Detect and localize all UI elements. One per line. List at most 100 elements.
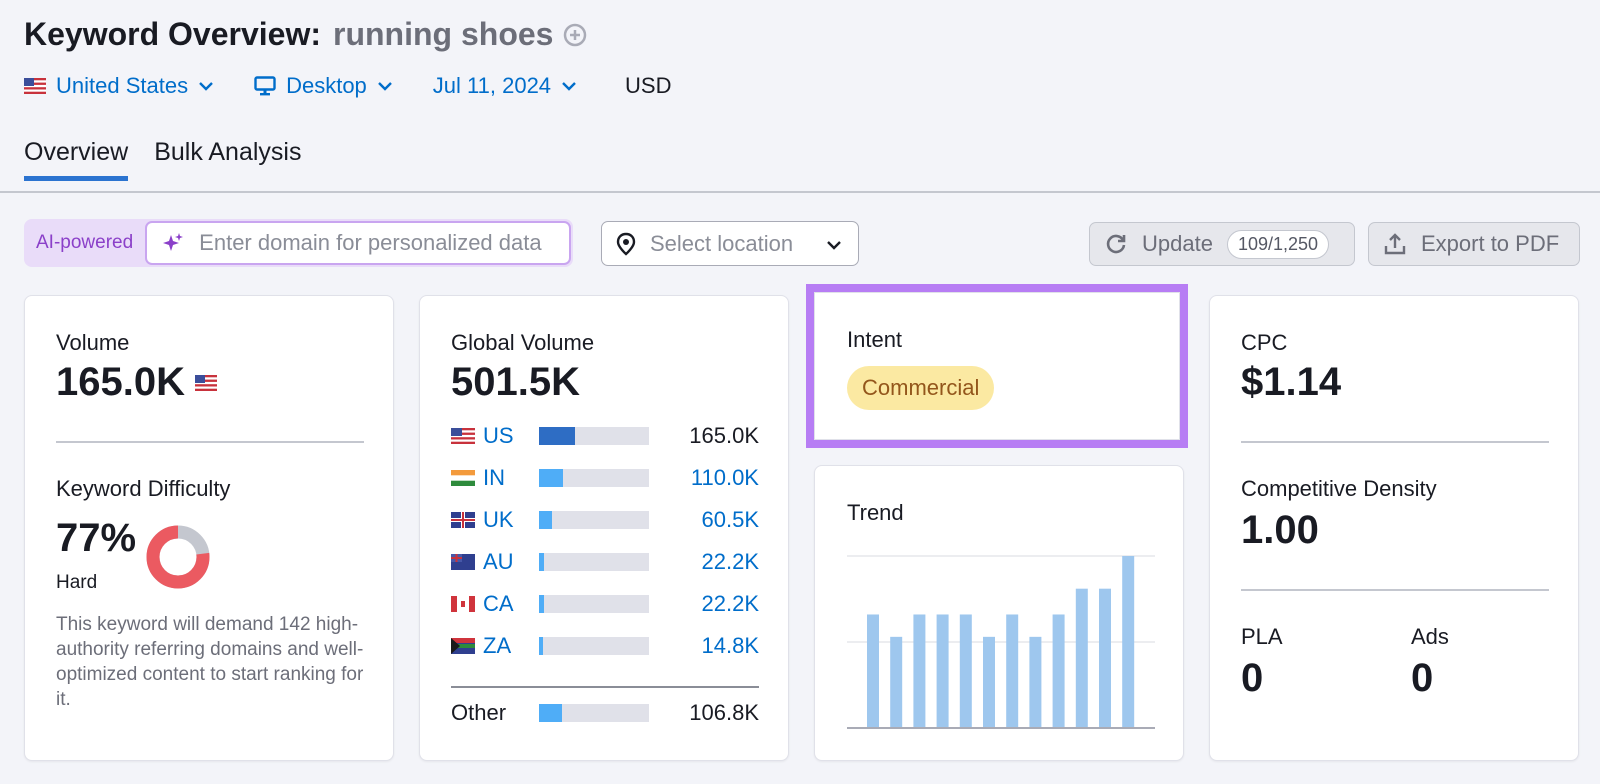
- kd-level: Hard: [56, 572, 98, 593]
- refresh-icon: [1106, 234, 1126, 254]
- location-placeholder: Select location: [650, 230, 794, 256]
- country-volume-value[interactable]: 22.2K: [701, 591, 760, 616]
- update-button[interactable]: Update 109/1,250: [1089, 222, 1355, 266]
- country-share-fill: [539, 553, 544, 571]
- trend-bar[interactable]: [983, 636, 995, 728]
- trend-label: Trend: [847, 500, 904, 525]
- trend-bar[interactable]: [867, 614, 879, 728]
- trend-bar[interactable]: [890, 636, 903, 728]
- chevron-down-icon: [827, 241, 841, 250]
- export-pdf-label: Export to PDF: [1421, 231, 1560, 256]
- country-volume-value[interactable]: 110.0K: [690, 465, 759, 490]
- trend-chart: [847, 555, 1155, 729]
- country-row-us[interactable]: US 165.0K: [451, 423, 759, 449]
- us-flag-icon: [24, 78, 46, 94]
- export-pdf-button[interactable]: Export to PDF: [1368, 222, 1580, 266]
- intent-card: Intent Commercial: [806, 284, 1188, 448]
- country-filter[interactable]: United States: [24, 73, 214, 99]
- date-filter-label: Jul 11, 2024: [432, 73, 552, 98]
- trend-bar[interactable]: [959, 614, 972, 728]
- tab-bar: Overview Bulk Analysis: [24, 138, 327, 181]
- country-row-ca[interactable]: CA 22.2K: [451, 591, 759, 617]
- currency-label: USD: [625, 73, 672, 98]
- chevron-down-icon: [199, 82, 213, 91]
- kd-donut-fill: [146, 525, 210, 589]
- country-share-fill: [539, 637, 543, 655]
- volume-card: Volume 165.0K Keyword Difficulty 77% Har…: [24, 295, 394, 761]
- upload-icon: [1384, 233, 1406, 255]
- country-share-bar: [539, 427, 649, 445]
- kd-description: This keyword will demand 142 high-author…: [56, 614, 364, 710]
- cpc-label: CPC: [1241, 330, 1288, 355]
- za-flag-icon: [451, 638, 475, 654]
- tab-bulk-analysis[interactable]: Bulk Analysis: [154, 138, 302, 166]
- country-filter-label: United States: [56, 73, 189, 98]
- pla-value: 0: [1241, 656, 1264, 700]
- domain-input[interactable]: Enter domain for personalized data: [145, 221, 572, 265]
- us-flag-icon: [194, 374, 217, 391]
- keyword-text: running shoes: [333, 16, 554, 52]
- trend-card: Trend: [814, 465, 1184, 761]
- update-count-badge: 109/1,250: [1226, 229, 1330, 259]
- country-row-uk[interactable]: UK 60.5K: [451, 507, 759, 533]
- country-volume-value[interactable]: 60.5K: [701, 507, 760, 532]
- divider: [451, 686, 759, 688]
- intent-badge[interactable]: Commercial: [847, 366, 995, 410]
- pla-label: PLA: [1241, 624, 1283, 649]
- ads-value: 0: [1411, 656, 1434, 700]
- country-code[interactable]: CA: [483, 591, 514, 616]
- chevron-down-icon: [377, 82, 392, 91]
- trend-bar[interactable]: [1075, 588, 1088, 728]
- country-volume-value[interactable]: 22.2K: [701, 549, 760, 574]
- country-row-au[interactable]: AU 22.2K: [451, 549, 759, 575]
- trend-bar[interactable]: [1029, 636, 1042, 728]
- update-button-label: Update: [1142, 231, 1213, 256]
- country-volume-value[interactable]: 14.8K: [701, 633, 760, 658]
- sparkle-icon: [163, 233, 184, 251]
- country-share-fill: [539, 595, 544, 613]
- date-filter[interactable]: Jul 11, 2024: [433, 73, 577, 99]
- country-code[interactable]: US: [483, 423, 514, 448]
- country-code[interactable]: AU: [483, 549, 514, 574]
- ads-label: Ads: [1411, 624, 1449, 649]
- page-header: Keyword Overview: running shoes: [24, 16, 587, 53]
- in-flag-icon: [451, 470, 475, 486]
- country-row-za[interactable]: ZA 14.8K: [451, 633, 759, 659]
- location-select[interactable]: Select location: [601, 221, 859, 266]
- device-filter-label: Desktop: [286, 73, 367, 98]
- global-volume-card: Global Volume 501.5K US 165.0K IN 110.0K UK 6…: [419, 295, 789, 761]
- other-value: 106.8K: [689, 700, 759, 725]
- country-share-bar: [539, 637, 649, 655]
- ca-flag-icon: [451, 596, 475, 612]
- country-share-bar: [539, 553, 649, 571]
- ai-powered-label: AI-powered: [36, 232, 134, 253]
- country-code[interactable]: IN: [483, 465, 505, 490]
- trend-bar[interactable]: [1052, 614, 1065, 728]
- trend-bar[interactable]: [1099, 588, 1111, 728]
- other-label: Other: [451, 700, 507, 725]
- domain-input-placeholder: Enter domain for personalized data: [199, 230, 542, 255]
- trend-bar[interactable]: [936, 614, 949, 728]
- us-flag-icon: [451, 428, 475, 444]
- country-volume-value: 165.0K: [689, 423, 759, 448]
- trend-bar[interactable]: [1006, 614, 1019, 728]
- competitive-density-label: Competitive Density: [1241, 476, 1437, 501]
- other-share-fill: [539, 704, 562, 722]
- tab-overview[interactable]: Overview: [24, 138, 129, 181]
- intent-label: Intent: [847, 327, 903, 352]
- add-circle-icon[interactable]: [563, 23, 587, 47]
- country-code[interactable]: UK: [483, 507, 514, 532]
- desktop-icon: [254, 76, 276, 96]
- device-filter[interactable]: Desktop: [254, 73, 393, 99]
- trend-bar[interactable]: [1122, 556, 1135, 728]
- country-share-bar: [539, 469, 649, 487]
- au-flag-icon: [451, 554, 475, 570]
- country-code[interactable]: ZA: [483, 633, 512, 658]
- divider: [56, 441, 364, 443]
- kd-value: 77%: [56, 516, 137, 560]
- page-title: Keyword Overview:: [24, 16, 321, 52]
- divider: [1241, 589, 1549, 591]
- divider: [1241, 441, 1549, 443]
- trend-bar[interactable]: [913, 614, 926, 728]
- country-row-in[interactable]: IN 110.0K: [451, 465, 759, 491]
